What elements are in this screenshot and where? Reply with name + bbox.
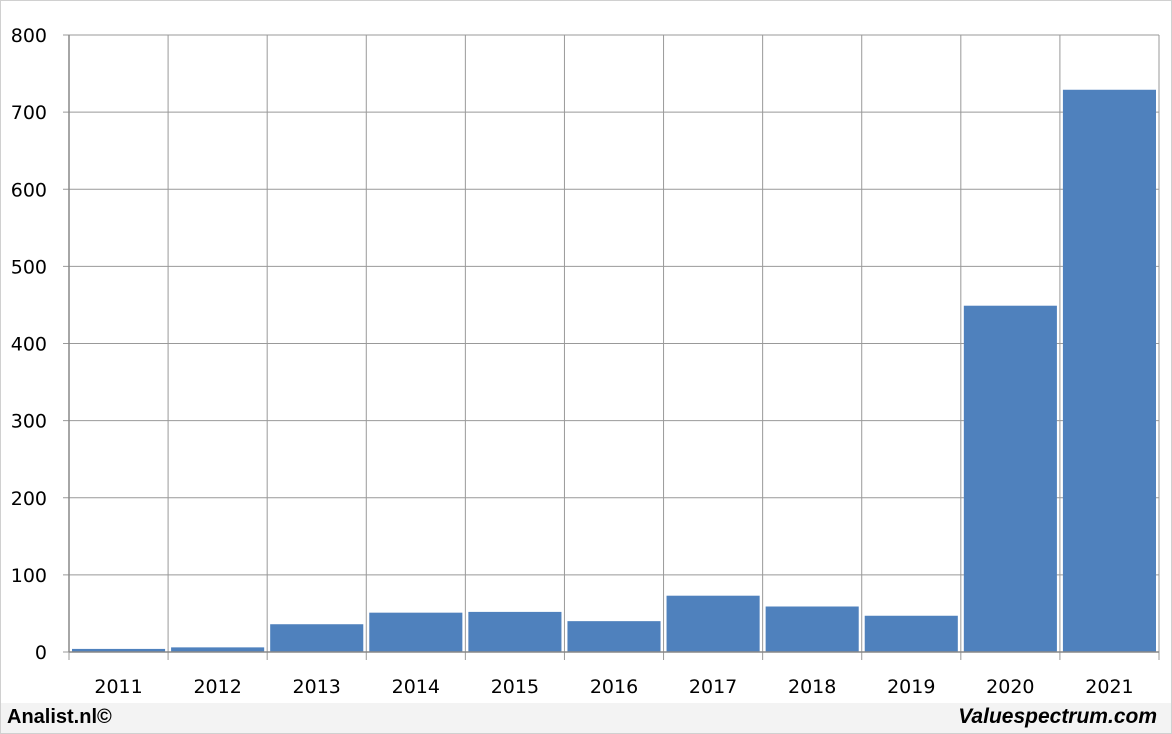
x-tick-label: 2017	[689, 676, 737, 698]
x-tick-label: 2014	[392, 676, 440, 698]
bar-2014	[369, 612, 463, 652]
y-tick-label: 800	[11, 25, 47, 47]
y-tick-label: 400	[11, 334, 47, 356]
bar-2018	[765, 606, 859, 652]
x-tick-label: 2020	[986, 676, 1034, 698]
x-tick-label: 2013	[293, 676, 341, 698]
bar-2015	[468, 611, 562, 652]
bar-2020	[963, 305, 1057, 652]
y-tick-label: 300	[11, 411, 47, 433]
y-tick-label: 600	[11, 179, 47, 201]
y-tick-label: 200	[11, 488, 47, 510]
bar-2011	[72, 648, 166, 652]
x-tick-label: 2018	[788, 676, 836, 698]
bar-chart: 0 100 200 300 400 500 600 700 800 2011 2012 2013 201…	[11, 25, 1160, 698]
y-tick-label: 500	[11, 256, 47, 278]
bar-2021	[1062, 89, 1156, 653]
x-tick-label: 2021	[1085, 676, 1133, 698]
x-tick-label: 2016	[590, 676, 638, 698]
x-tick-label: 2015	[491, 676, 539, 698]
y-tick-label: 700	[11, 102, 47, 124]
y-tick-label: 0	[35, 642, 47, 664]
bar-2019	[864, 615, 958, 652]
bar-2013	[270, 624, 364, 652]
valuespectrum-brand: Valuespectrum.com	[958, 705, 1157, 728]
x-tick-label: 2012	[193, 676, 241, 698]
x-tick-label: 2019	[887, 676, 935, 698]
bar-2017	[666, 595, 760, 652]
analist-brand: Analist.nl©	[7, 706, 112, 728]
bar-2016	[567, 621, 661, 652]
footer: Analist.nl© Valuespectrum.com	[1, 703, 1171, 733]
x-tick-label: 2011	[94, 676, 142, 698]
y-tick-label: 100	[11, 565, 47, 587]
bar-2012	[171, 647, 265, 652]
